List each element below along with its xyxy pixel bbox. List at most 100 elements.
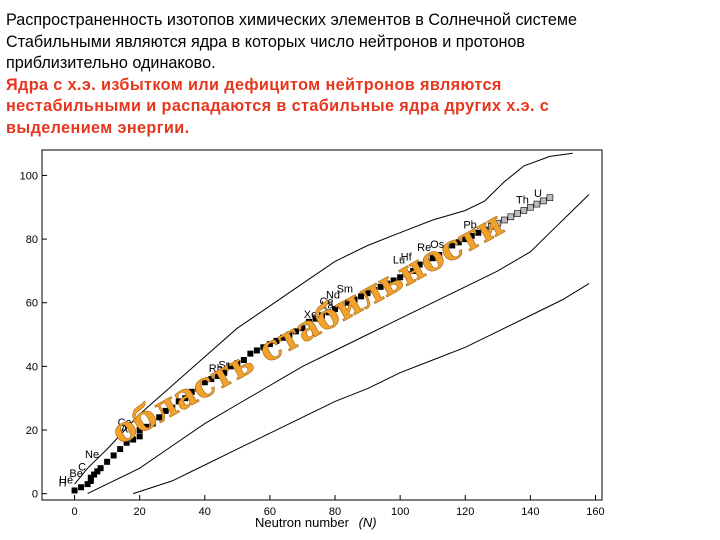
stable-nuclide-point — [305, 318, 312, 325]
stable-nuclide-point — [416, 261, 423, 268]
stable-nuclide-point — [94, 468, 101, 475]
stable-nuclide-point — [312, 315, 319, 322]
stable-nuclide-point — [97, 465, 104, 472]
stable-nuclide-point — [195, 385, 202, 392]
stable-nuclide-point — [169, 404, 176, 411]
stable-nuclide-point — [273, 337, 280, 344]
x-tick-label: 120 — [456, 506, 474, 518]
long-lived-nuclide-point — [514, 210, 521, 217]
slide-text: Распространенность изотопов химических э… — [6, 10, 711, 140]
element-label: Os — [430, 239, 445, 251]
stable-nuclide-point — [130, 436, 137, 443]
x-tick-label: 0 — [71, 506, 77, 518]
stable-nuclide-point — [279, 334, 286, 341]
long-lived-nuclide-point — [507, 213, 515, 221]
caption-red-line-2: нестабильными и распадаются в стабильные… — [6, 97, 550, 116]
stable-nuclide-point — [104, 458, 111, 465]
stable-nuclide-point — [377, 283, 384, 290]
long-lived-nuclide-point — [527, 203, 534, 211]
element-label: Be — [69, 468, 82, 480]
x-tick-label: 20 — [134, 506, 146, 518]
neutron-rich-boundary-line — [87, 194, 590, 495]
caption-red-line-3: выделением энергии. — [6, 118, 190, 137]
stable-nuclide-point — [78, 484, 85, 491]
stable-nuclide-point — [442, 245, 449, 252]
y-tick-label: 60 — [26, 298, 38, 310]
stable-nuclide-point — [292, 328, 299, 335]
stable-nuclide-point — [455, 239, 462, 246]
stable-nuclide-point — [358, 293, 365, 300]
stable-nuclide-point — [136, 427, 143, 433]
element-label: Lu — [393, 255, 405, 267]
boundary-curves — [74, 152, 590, 495]
stable-nuclide-point — [423, 258, 430, 265]
stable-nuclide-point — [91, 471, 98, 478]
element-label: K — [124, 420, 132, 432]
stable-nuclide-point — [208, 376, 215, 383]
stable-nuclide-point — [201, 379, 208, 386]
element-label: He — [59, 474, 73, 486]
x-axis-title: Neutron number (N) — [255, 515, 377, 530]
stable-nuclide-point — [156, 414, 163, 421]
stable-nuclide-point — [136, 433, 143, 440]
stable-nuclide-point — [325, 309, 332, 316]
element-label: H — [59, 477, 67, 489]
long-lived-nuclide-point — [533, 200, 541, 208]
stable-nuclide-point — [214, 372, 221, 379]
long-lived-nuclide-point — [546, 194, 554, 202]
stable-nuclide-point — [462, 236, 469, 243]
stable-nuclide-point — [143, 423, 150, 430]
element-label: Re — [417, 242, 431, 254]
stable-nuclide-point — [123, 439, 130, 446]
stable-nuclide-point — [299, 325, 306, 332]
stability-region-overlay: область стабильности — [105, 204, 510, 453]
stable-nuclide-point — [449, 242, 456, 249]
x-tick-label: 60 — [264, 506, 276, 518]
long-lived-nuclide-point — [540, 197, 547, 205]
stable-nuclide-point — [403, 271, 410, 278]
stable-nuclide-point — [286, 331, 293, 338]
stable-nuclide-point — [429, 255, 436, 262]
element-label: C — [78, 462, 86, 474]
x-tick-label: 80 — [329, 506, 341, 518]
element-label: Sm — [337, 283, 354, 295]
stable-nuclide-point — [390, 277, 397, 284]
x-tick-label: 100 — [391, 506, 409, 518]
stable-nuclide-point — [71, 487, 78, 494]
stable-nuclide-point — [188, 388, 195, 395]
proton-rich-boundary-line — [74, 152, 573, 485]
element-label: U — [534, 188, 542, 200]
reference-line-line — [133, 283, 590, 495]
stable-nuclide-point — [84, 481, 91, 488]
y-tick-label: 80 — [26, 234, 38, 246]
x-tick-label: 40 — [199, 506, 211, 518]
caption-line-3: приблизительно одинаково. — [6, 54, 216, 73]
element-label: Pb — [463, 220, 476, 232]
element-label: Th — [516, 194, 529, 206]
stable-nuclide-point — [384, 280, 391, 287]
stable-nuclide-point — [345, 299, 352, 306]
stable-nuclide-point — [175, 398, 182, 405]
long-lived-nuclide-point — [520, 207, 528, 214]
stable-nuclide-point — [87, 477, 94, 484]
stable-nuclide-point — [117, 446, 124, 453]
element-label: La — [321, 299, 334, 311]
stable-nuclide-point — [319, 312, 325, 319]
caption-line-1: Распространенность изотопов химических э… — [6, 11, 578, 29]
stable-nuclide-point — [247, 350, 254, 357]
stable-nuclide-point — [149, 420, 156, 427]
caption-line-2: Стабильными являются ядра в которых числ… — [6, 32, 525, 51]
y-tick-label: 100 — [20, 170, 38, 182]
element-label: Nd — [326, 290, 340, 302]
element-label: Ar — [121, 423, 132, 435]
stable-nuclide-point — [481, 226, 488, 233]
long-lived-nuclide-point — [501, 216, 508, 224]
x-tick-label: 160 — [586, 506, 604, 518]
y-tick-label: 40 — [26, 361, 38, 373]
nuclide-points — [71, 194, 554, 494]
stable-nuclide-point — [110, 452, 117, 459]
stable-nuclide-point — [87, 474, 94, 481]
x-tick-label: 140 — [521, 506, 539, 518]
stable-nuclide-point — [397, 274, 404, 281]
